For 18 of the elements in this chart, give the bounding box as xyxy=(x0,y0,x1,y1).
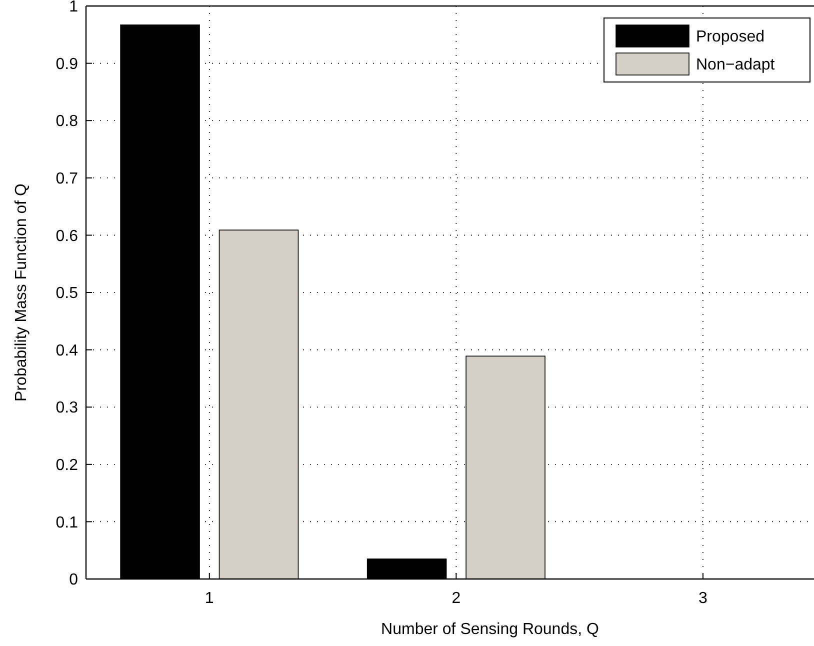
y-tick-label: 0.1 xyxy=(56,514,78,532)
y-tick-label: 0 xyxy=(69,572,78,589)
legend-label: Proposed xyxy=(696,28,764,46)
legend-label: Non−adapt xyxy=(696,56,776,74)
y-tick-label: 0.6 xyxy=(56,228,78,245)
x-tick-label: 3 xyxy=(698,590,708,607)
y-axis-title: Probability Mass Function of Q xyxy=(13,184,30,402)
y-tick-label: 0.2 xyxy=(56,457,78,474)
y-tick-label: 1 xyxy=(69,0,78,16)
y-tick-label: 0.9 xyxy=(56,56,78,73)
x-tick-label: 2 xyxy=(452,590,461,607)
x-axis-title: Number of Sensing Rounds, Q xyxy=(381,621,599,638)
y-tick-label: 0.4 xyxy=(56,342,78,360)
x-tick-label: 1 xyxy=(204,590,214,607)
y-tick-label: 0.7 xyxy=(56,170,78,188)
y-tick-label: 0.8 xyxy=(56,113,78,130)
y-tick-label: 0.3 xyxy=(56,400,78,417)
y-tick-label: 0.5 xyxy=(56,285,78,302)
